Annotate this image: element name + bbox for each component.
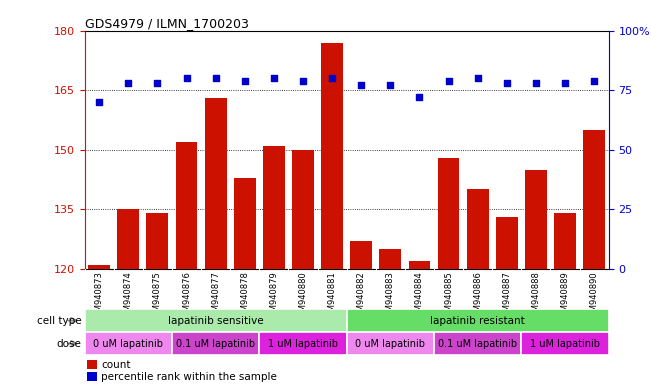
Bar — [347, 332, 434, 355]
Text: lapatinib resistant: lapatinib resistant — [430, 316, 525, 326]
Bar — [87, 372, 97, 381]
Text: 0 uM lapatinib: 0 uM lapatinib — [355, 339, 425, 349]
Bar — [409, 261, 430, 269]
Point — [182, 75, 192, 81]
Point — [473, 75, 483, 81]
Point — [269, 75, 279, 81]
Bar — [146, 213, 169, 269]
Bar — [350, 241, 372, 269]
Bar — [525, 170, 547, 269]
Point — [501, 80, 512, 86]
Bar — [89, 265, 110, 269]
Point — [123, 80, 133, 86]
Point — [152, 80, 163, 86]
Text: 0.1 uM lapatinib: 0.1 uM lapatinib — [176, 339, 255, 349]
Text: cell type: cell type — [36, 316, 81, 326]
Bar — [347, 309, 609, 332]
Bar — [85, 309, 347, 332]
Bar — [496, 217, 518, 269]
Point — [240, 78, 250, 84]
Bar — [292, 150, 314, 269]
Bar — [172, 332, 259, 355]
Bar — [521, 332, 609, 355]
Bar — [176, 142, 197, 269]
Point — [589, 78, 600, 84]
Bar — [204, 98, 227, 269]
Bar — [437, 158, 460, 269]
Point — [531, 80, 541, 86]
Text: GDS4979 / ILMN_1700203: GDS4979 / ILMN_1700203 — [85, 17, 249, 30]
Bar — [583, 130, 605, 269]
Text: dose: dose — [57, 339, 81, 349]
Point — [298, 78, 308, 84]
Point — [94, 99, 104, 105]
Text: 1 uM lapatinib: 1 uM lapatinib — [530, 339, 600, 349]
Text: count: count — [101, 360, 130, 370]
Bar — [554, 213, 576, 269]
Text: 0.1 uM lapatinib: 0.1 uM lapatinib — [438, 339, 518, 349]
Point — [414, 94, 424, 101]
Text: percentile rank within the sample: percentile rank within the sample — [101, 372, 277, 382]
Point — [560, 80, 570, 86]
Text: lapatinib sensitive: lapatinib sensitive — [168, 316, 264, 326]
Bar — [259, 332, 347, 355]
Bar — [87, 360, 97, 369]
Bar — [263, 146, 284, 269]
Bar — [234, 177, 256, 269]
Point — [385, 83, 396, 89]
Bar — [117, 209, 139, 269]
Point — [210, 75, 221, 81]
Bar — [434, 332, 521, 355]
Text: 0 uM lapatinib: 0 uM lapatinib — [93, 339, 163, 349]
Point — [443, 78, 454, 84]
Bar — [467, 189, 489, 269]
Bar — [85, 332, 172, 355]
Text: 1 uM lapatinib: 1 uM lapatinib — [268, 339, 338, 349]
Bar — [380, 249, 401, 269]
Point — [356, 83, 367, 89]
Bar — [321, 43, 343, 269]
Point — [327, 75, 337, 81]
